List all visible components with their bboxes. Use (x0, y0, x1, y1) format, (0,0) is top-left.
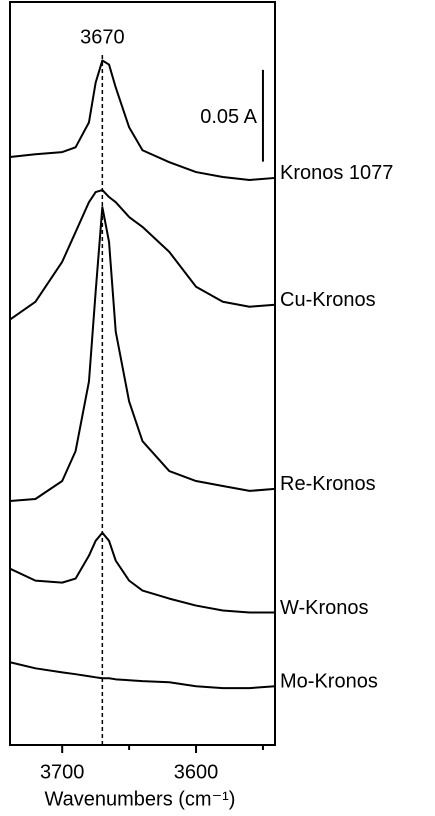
plot-frame (9, 1, 276, 746)
scale-bar-label: 0.05 A (200, 106, 257, 128)
spectrum-line (9, 59, 276, 181)
spectrum-line (9, 189, 276, 321)
series-label: Cu-Kronos (280, 289, 376, 311)
peak-label: 3670 (80, 26, 125, 48)
series-label: Re-Kronos (280, 473, 376, 495)
spectrum-line (9, 531, 275, 614)
x-tick-label: 3700 (40, 761, 85, 783)
spectrum-line (9, 206, 276, 502)
series-label: W-Kronos (280, 597, 369, 619)
series-label: Kronos 1077 (280, 162, 393, 184)
x-axis-label: Wavenumbers (cm⁻¹) (45, 788, 236, 810)
spectrum-line (9, 661, 276, 690)
x-tick-label: 3600 (174, 761, 219, 783)
series-label: Mo-Kronos (280, 671, 378, 693)
